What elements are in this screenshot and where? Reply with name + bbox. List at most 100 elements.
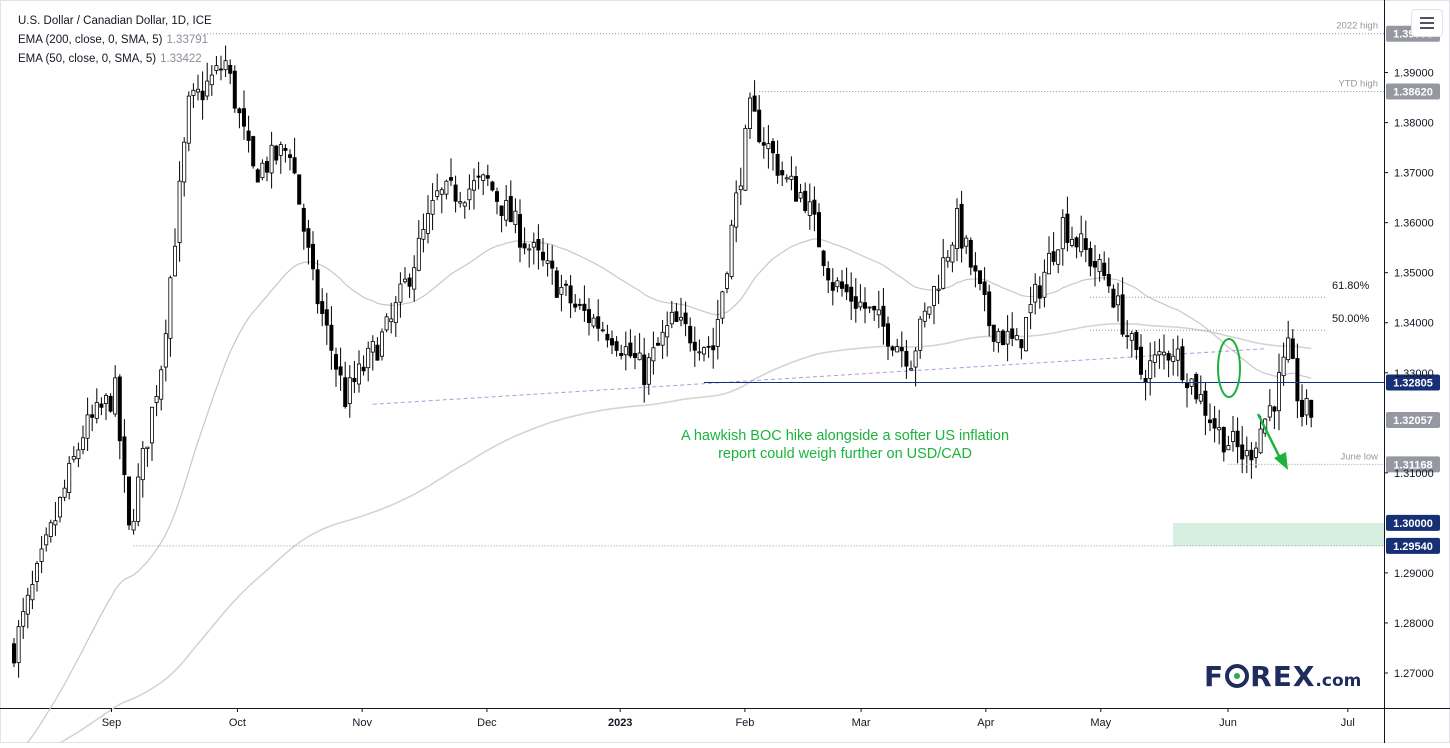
candle [25,587,30,629]
candle [959,190,964,263]
candle [402,267,407,284]
candle [1120,277,1125,337]
candle [660,320,665,359]
candle-body [481,174,486,181]
candle-body [458,201,463,204]
ema50-value: 1.33422 [160,53,202,65]
candle-body [1180,346,1185,381]
annotation-text: A hawkish BOC hike alongside a softer US… [660,427,1030,463]
candle [1277,353,1282,431]
candle [605,324,610,348]
x-tick-label-8: May [1090,717,1111,729]
candle-body [973,265,978,272]
candle-body [333,354,338,370]
candle-body [821,250,826,267]
candle [1139,334,1144,380]
candle-body [518,214,523,248]
candle [637,333,642,361]
candle-body [1079,233,1084,253]
candle [53,501,58,536]
candle [1185,373,1190,408]
candle-body [260,162,265,179]
chart-menu-button[interactable] [1411,9,1443,37]
candle-body [71,456,76,460]
candle [1111,284,1116,309]
candle-body [237,108,242,114]
candle [665,311,670,357]
candle-body [554,270,559,298]
candle [1014,328,1019,341]
candle-body [807,201,812,216]
candle-body [683,312,688,325]
candle-body [140,448,145,481]
candle-body [527,248,532,251]
candle [545,243,550,277]
candle-body [991,324,996,342]
candle-body [633,353,638,359]
candle [835,277,840,293]
candle-body [899,347,904,352]
candle-body [301,207,306,232]
candle-body [849,286,854,302]
candle-body [241,108,246,127]
candle-body [531,242,536,248]
candle [1258,415,1263,455]
x-tick-label-9: Jun [1219,717,1237,729]
candle-body [1309,399,1314,418]
candle-body [324,309,329,326]
candle-body [356,363,361,385]
candle-body [232,70,237,109]
price-label-5: 1.30000 [1393,518,1433,530]
candle-body [379,331,384,357]
candle [582,285,587,322]
candle-body [913,350,918,368]
candle-body [706,345,711,348]
price-label-1: 1.38620 [1393,87,1433,99]
candle-body [352,377,357,383]
candle-body [522,243,527,249]
candle [610,330,615,355]
candle [205,62,210,100]
price-label-bg-4 [1386,456,1440,473]
candle [172,228,177,277]
candle [522,227,527,255]
candle [738,167,743,206]
candle-body [274,145,279,161]
candle [932,285,937,325]
candle-body [283,147,288,151]
candle-body [393,302,398,324]
candle [1001,329,1006,346]
candle-body [195,88,200,93]
candle-body [108,395,113,412]
candle-body [1272,406,1277,412]
candle-body [320,301,325,314]
candle [554,266,559,298]
candle [1134,330,1139,360]
candle [531,232,536,265]
candle-body [1056,249,1061,265]
candle [1079,215,1084,257]
candle [1235,417,1240,464]
candle-body [587,309,592,324]
candle [149,406,154,461]
candle-body [1295,358,1300,402]
candle-body [771,141,776,154]
candle-body [665,325,670,338]
y-tick-label-1: 1.28000 [1394,618,1434,630]
candle [853,278,858,323]
ema200-value: 1.33791 [166,34,209,46]
candle [646,352,651,395]
candle [1198,375,1203,405]
candle [283,144,288,163]
candle-body [619,353,624,356]
candle [936,274,941,305]
candle [1157,338,1162,369]
candle-body [44,534,49,546]
candle-body [1019,339,1024,349]
candle-body [53,520,58,526]
candle [817,203,822,248]
x-tick-label-5: Feb [735,717,754,729]
candle [1249,442,1254,479]
